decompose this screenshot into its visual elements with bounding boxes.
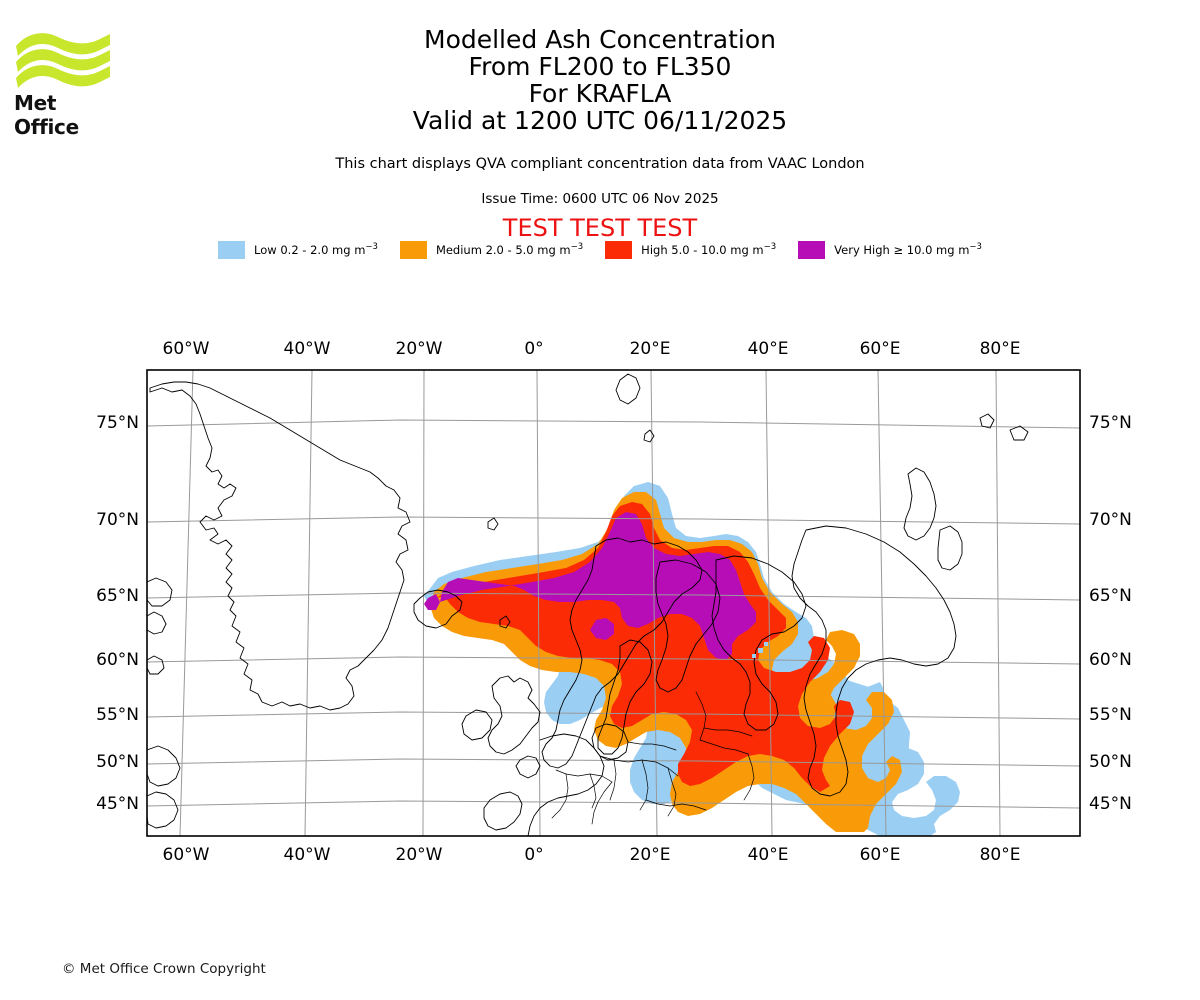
map-gridlines <box>147 370 1080 836</box>
lat-tick-right-1: 70°N <box>1089 510 1132 530</box>
coastline-ireland <box>461 709 493 741</box>
coastline-hudson <box>147 655 165 675</box>
data-source-note: This chart displays QVA compliant concen… <box>335 156 865 172</box>
lat-tick-right-2: 65°N <box>1089 586 1132 606</box>
flight-level-range: From FL200 to FL350 <box>468 52 732 81</box>
issue-time: Issue Time: 0600 UTC 06 Nov 2025 <box>481 191 719 207</box>
coastline-novaya-zemlya-north <box>903 467 937 541</box>
coastlines <box>147 373 1029 836</box>
lat-tick-right-0: 75°N <box>1089 413 1132 433</box>
contour-edge-artifacts <box>752 642 768 658</box>
coastline-nw-europe <box>527 733 605 836</box>
ash-contour-very-high-main <box>440 512 756 660</box>
lon-tick-bottom-2: 20°W <box>396 845 443 865</box>
coastline-sweden-east <box>597 639 653 755</box>
lon-tick-top-1: 40°W <box>284 339 331 359</box>
lat-tick-left-6: 45°N <box>96 794 139 814</box>
ash-concentration-map: 60°W 40°W 20°W 0° 20°E 40°E 60°E 80°E 60… <box>0 330 1200 870</box>
coastline-newfoundland <box>147 791 179 829</box>
coastline-franz-josef-east <box>1009 425 1029 441</box>
ash-layer-very-high <box>424 512 756 660</box>
lat-tick-left-1: 70°N <box>96 510 139 530</box>
valid-time: Valid at 1200 UTC 06/11/2025 <box>412 106 788 135</box>
legend-label-low: Low 0.2 - 2.0 mg m−3 <box>254 242 378 257</box>
coastline-novaya-zemlya-south <box>937 525 963 571</box>
legend-label-high: High 5.0 - 10.0 mg m−3 <box>641 242 777 257</box>
coastline-greenland <box>149 381 411 711</box>
coastline-jan-mayen <box>487 517 499 531</box>
met-office-logo: Met Office <box>14 28 124 139</box>
coastline-franz-josef <box>979 413 995 429</box>
lat-tick-right-4: 55°N <box>1089 705 1132 725</box>
legend-label-very-high: Very High ≥ 10.0 mg m−3 <box>834 242 982 257</box>
ash-contour-very-high-source <box>424 594 440 610</box>
ash-contour-very-high-eddy <box>590 618 614 640</box>
legend-item-very-high: Very High ≥ 10.0 mg m−3 <box>798 241 982 259</box>
coastline-faroes <box>499 615 511 629</box>
coastline-iberia-north <box>483 791 523 831</box>
lon-tick-bottom-3: 0° <box>524 845 543 865</box>
lon-tick-top-7: 80°E <box>980 339 1021 359</box>
lon-tick-top-0: 60°W <box>163 339 210 359</box>
volcano-name: For KRAFLA <box>528 79 672 108</box>
lat-tick-right-3: 60°N <box>1089 650 1132 670</box>
legend-swatch-very-high <box>798 241 826 259</box>
legend-swatch-low <box>218 241 246 259</box>
legend-item-medium: Medium 2.0 - 5.0 mg m−3 <box>399 241 584 259</box>
lon-tick-top-4: 20°E <box>630 339 671 359</box>
coastline-baffin-south <box>147 611 167 635</box>
copyright-notice: © Met Office Crown Copyright <box>62 961 266 977</box>
lat-tick-left-3: 60°N <box>96 650 139 670</box>
coastline-great-britain <box>487 675 541 755</box>
lon-tick-bottom-0: 60°W <box>163 845 210 865</box>
lat-axis-left: 75°N 70°N 65°N 60°N 55°N 50°N 45°N <box>96 413 139 814</box>
lon-tick-bottom-1: 40°W <box>284 845 331 865</box>
coastline-bear-island <box>643 429 655 443</box>
legend-swatch-medium <box>399 241 427 259</box>
met-office-wave-icon <box>16 33 110 88</box>
lat-tick-left-4: 55°N <box>96 705 139 725</box>
page-title: Modelled Ash Concentration <box>424 25 776 54</box>
coastline-russia-arctic <box>791 525 957 797</box>
lon-tick-bottom-4: 20°E <box>630 845 671 865</box>
legend-swatch-high <box>605 241 633 259</box>
chart-title-block: Modelled Ash Concentration From FL200 to… <box>0 26 1200 134</box>
coastline-finland <box>655 559 721 693</box>
lon-tick-top-5: 40°E <box>748 339 789 359</box>
met-office-wordmark: Met Office <box>14 91 79 139</box>
political-borders <box>551 691 755 825</box>
coastline-iceland <box>413 589 463 629</box>
lat-tick-right-5: 50°N <box>1089 752 1132 772</box>
coastline-svalbard <box>615 373 641 405</box>
legend-item-low: Low 0.2 - 2.0 mg m−3 <box>218 241 378 259</box>
lon-tick-top-2: 20°W <box>396 339 443 359</box>
lat-tick-left-0: 75°N <box>96 413 139 433</box>
coastline-labrador <box>147 745 181 787</box>
concentration-legend: Low 0.2 - 2.0 mg m−3 Medium 2.0 - 5.0 mg… <box>0 241 1200 259</box>
coastline-denmark-baltic <box>591 723 629 761</box>
lat-tick-left-5: 50°N <box>96 752 139 772</box>
coastline-scandinavia-west <box>541 537 703 769</box>
lon-axis-bottom: 60°W 40°W 20°W 0° 20°E 40°E 60°E 80°E <box>163 845 1021 865</box>
lon-tick-bottom-7: 80°E <box>980 845 1021 865</box>
coastline-brittany <box>515 755 541 779</box>
lat-tick-left-2: 65°N <box>96 586 139 606</box>
legend-label-medium: Medium 2.0 - 5.0 mg m−3 <box>435 242 584 257</box>
coastline-kola-white-sea <box>711 555 807 731</box>
map-canvas: 60°W 40°W 20°W 0° 20°E 40°E 60°E 80°E 60… <box>96 339 1132 865</box>
test-banner: TEST TEST TEST <box>502 214 698 242</box>
map-interior <box>147 370 1080 836</box>
lon-tick-top-6: 60°E <box>860 339 901 359</box>
lat-tick-right-6: 45°N <box>1089 794 1132 814</box>
legend-item-high: High 5.0 - 10.0 mg m−3 <box>605 241 776 259</box>
lon-axis-top: 60°W 40°W 20°W 0° 20°E 40°E 60°E 80°E <box>163 339 1021 359</box>
lon-tick-bottom-6: 60°E <box>860 845 901 865</box>
lon-tick-top-3: 0° <box>524 339 543 359</box>
lon-tick-bottom-5: 40°E <box>748 845 789 865</box>
coastline-baffin <box>147 577 173 607</box>
lat-axis-right: 75°N 70°N 65°N 60°N 55°N 50°N 45°N <box>1089 413 1132 814</box>
map-frame <box>146 369 1081 837</box>
